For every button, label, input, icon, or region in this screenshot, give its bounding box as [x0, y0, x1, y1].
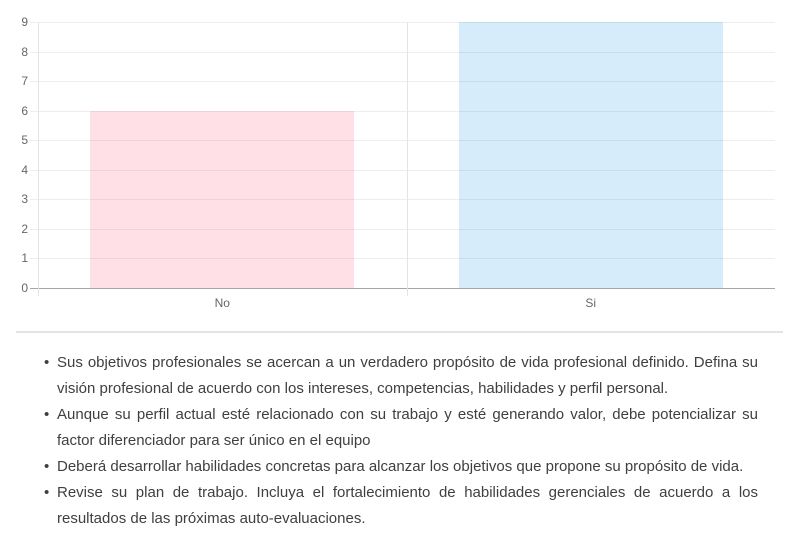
x-axis-line [30, 288, 775, 289]
y-axis-tick-label: 1 [21, 251, 28, 266]
y-axis-tick-label: 0 [21, 281, 28, 295]
x-axis-category-label: Si [585, 296, 597, 310]
gridline [30, 81, 775, 83]
bar-no[interactable] [90, 110, 355, 288]
gridline [30, 22, 775, 23]
list-item: Deberá desarrollar habilidades concretas… [44, 454, 758, 480]
bar-si[interactable] [458, 22, 723, 288]
bar-chart: 0 1 2 3 4 5 6 7 8 9 No Si [21, 15, 775, 310]
gridline [30, 258, 775, 260]
x-axis-category-label: No [214, 296, 230, 310]
category-boundary-line [38, 22, 39, 296]
list-item: Sus objetivos profesionales se acercan a… [44, 350, 758, 402]
y-axis-tick-label: 2 [21, 221, 28, 236]
category-boundary-line [406, 22, 408, 296]
gridline [30, 110, 775, 112]
gridline [30, 169, 775, 171]
gridline [30, 140, 775, 142]
y-axis-tick-label: 7 [21, 74, 28, 89]
list-item: Revise su plan de trabajo. Incluya el fo… [44, 480, 758, 532]
recommendation-text: Sus objetivos profesionales se acercan a… [57, 354, 758, 397]
recommendations-list: Sus objetivos profesionales se acercan a… [44, 350, 758, 532]
recommendations-section: Sus objetivos profesionales se acercan a… [44, 350, 758, 532]
y-axis-tick-label: 9 [21, 15, 28, 29]
gridline [30, 51, 775, 53]
list-item: Aunque su perfil actual esté relacionado… [44, 402, 758, 454]
y-axis-tick-label: 4 [21, 162, 28, 177]
recommendation-text: Deberá desarrollar habilidades concretas… [57, 458, 744, 475]
y-axis-tick-label: 8 [21, 44, 28, 59]
gridline [30, 199, 775, 201]
gridline [30, 228, 775, 230]
divider [16, 331, 783, 333]
recommendation-text: Aunque su perfil actual esté relacionado… [57, 406, 758, 449]
recommendation-text: Revise su plan de trabajo. Incluya el fo… [57, 484, 758, 527]
y-axis-tick-label: 6 [21, 103, 28, 118]
y-axis-tick-label: 3 [21, 192, 28, 207]
y-axis-tick-label: 5 [21, 133, 28, 148]
